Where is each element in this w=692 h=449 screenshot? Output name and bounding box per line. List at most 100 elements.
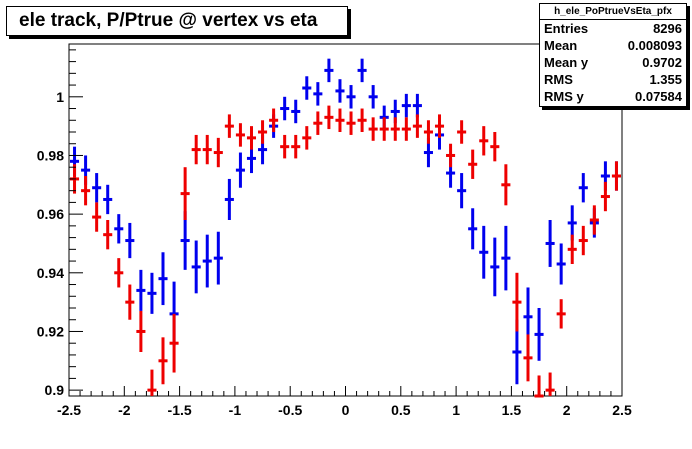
data-point — [357, 108, 367, 132]
stats-label: RMS — [544, 72, 573, 87]
data-point — [589, 205, 599, 235]
data-point — [202, 134, 212, 165]
data-point — [578, 225, 588, 256]
data-point — [235, 123, 245, 147]
data-point — [169, 313, 179, 373]
stats-label: Entries — [544, 21, 589, 36]
data-point — [191, 240, 201, 294]
data-point — [125, 222, 135, 259]
stats-hist-name: h_ele_PoPtrueVsEta_pfx — [540, 4, 686, 20]
data-point — [313, 111, 323, 135]
x-tick-label: 0.5 — [391, 402, 411, 418]
data-point — [468, 149, 478, 179]
x-tick-label: 0 — [342, 402, 350, 418]
data-point — [545, 220, 555, 267]
data-point — [512, 272, 522, 332]
data-point — [302, 126, 312, 150]
data-point — [390, 117, 400, 141]
data-point — [346, 85, 356, 109]
data-point — [479, 225, 489, 279]
data-point — [136, 310, 146, 352]
data-point — [556, 299, 566, 329]
x-tick-label: -2.5 — [57, 402, 81, 418]
stats-value: 0.9702 — [642, 55, 682, 70]
y-tick-label: 1 — [56, 89, 64, 105]
data-point — [501, 225, 511, 291]
stats-value: 0.008093 — [627, 38, 682, 53]
y-tick-label: 0.94 — [37, 265, 64, 281]
stats-label: RMS y — [544, 89, 584, 104]
data-point — [302, 76, 312, 100]
data-point — [401, 93, 411, 118]
data-point — [379, 117, 389, 141]
y-tick-label: 0.92 — [37, 323, 64, 339]
data-point — [600, 181, 610, 212]
data-point — [180, 167, 190, 220]
data-point — [81, 176, 91, 206]
data-point — [158, 337, 168, 385]
data-point — [125, 284, 135, 320]
data-point — [611, 161, 621, 191]
data-point — [324, 58, 334, 83]
data-point — [213, 231, 223, 285]
data-point — [457, 120, 467, 144]
y-tick-label: 0.9 — [45, 382, 65, 398]
data-point — [335, 79, 345, 103]
data-point — [556, 243, 566, 285]
data-point — [103, 184, 113, 215]
plot-frame — [68, 43, 623, 397]
data-point — [180, 211, 190, 270]
data-point — [468, 208, 478, 250]
data-point — [235, 152, 245, 188]
x-tick-label: 2 — [563, 402, 571, 418]
data-point — [313, 82, 323, 106]
data-point — [567, 234, 577, 264]
data-point — [490, 237, 500, 297]
data-point — [258, 120, 268, 144]
data-point — [479, 126, 489, 156]
data-point — [545, 372, 555, 396]
y-tick-label: 0.98 — [37, 147, 64, 163]
data-point — [246, 126, 257, 150]
chart-title: ele track, P/Ptrue @ vertex vs eta — [6, 6, 348, 36]
data-point — [501, 164, 511, 206]
data-point — [280, 96, 290, 121]
data-point — [213, 137, 223, 168]
data-point — [291, 134, 301, 159]
data-point — [534, 375, 544, 398]
data-point — [224, 114, 234, 138]
data-point — [136, 269, 146, 311]
x-tick-label: -0.5 — [278, 402, 302, 418]
stats-label: Mean y — [544, 55, 589, 70]
data-point — [324, 105, 334, 130]
stats-value: 8296 — [653, 21, 682, 36]
x-tick-label: 1.5 — [502, 402, 522, 418]
data-point — [523, 334, 533, 382]
stats-row: RMS y 0.07584 — [540, 88, 686, 105]
data-point — [423, 120, 433, 144]
data-point — [103, 220, 113, 250]
data-point — [401, 117, 411, 141]
stats-label: Mean — [544, 38, 578, 53]
data-point — [147, 369, 157, 396]
x-tick-label: -1.5 — [168, 402, 192, 418]
data-point — [92, 202, 102, 232]
data-point — [335, 108, 345, 132]
data-point — [368, 117, 378, 141]
y-tick-label: 0.96 — [37, 206, 64, 222]
data-point — [578, 173, 588, 203]
stats-row: Entries 8296 — [540, 20, 686, 37]
data-point — [280, 134, 290, 159]
stats-box: h_ele_PoPtrueVsEta_pfx Entries 8296 Mean 0… — [539, 3, 687, 107]
data-point — [446, 143, 456, 168]
data-point — [114, 214, 124, 244]
data-point — [191, 134, 201, 165]
data-point — [434, 114, 445, 138]
data-point — [346, 111, 356, 135]
stats-row: Mean y 0.9702 — [540, 54, 686, 71]
data-point — [368, 85, 378, 109]
data-point — [269, 108, 279, 132]
data-point — [147, 272, 157, 314]
